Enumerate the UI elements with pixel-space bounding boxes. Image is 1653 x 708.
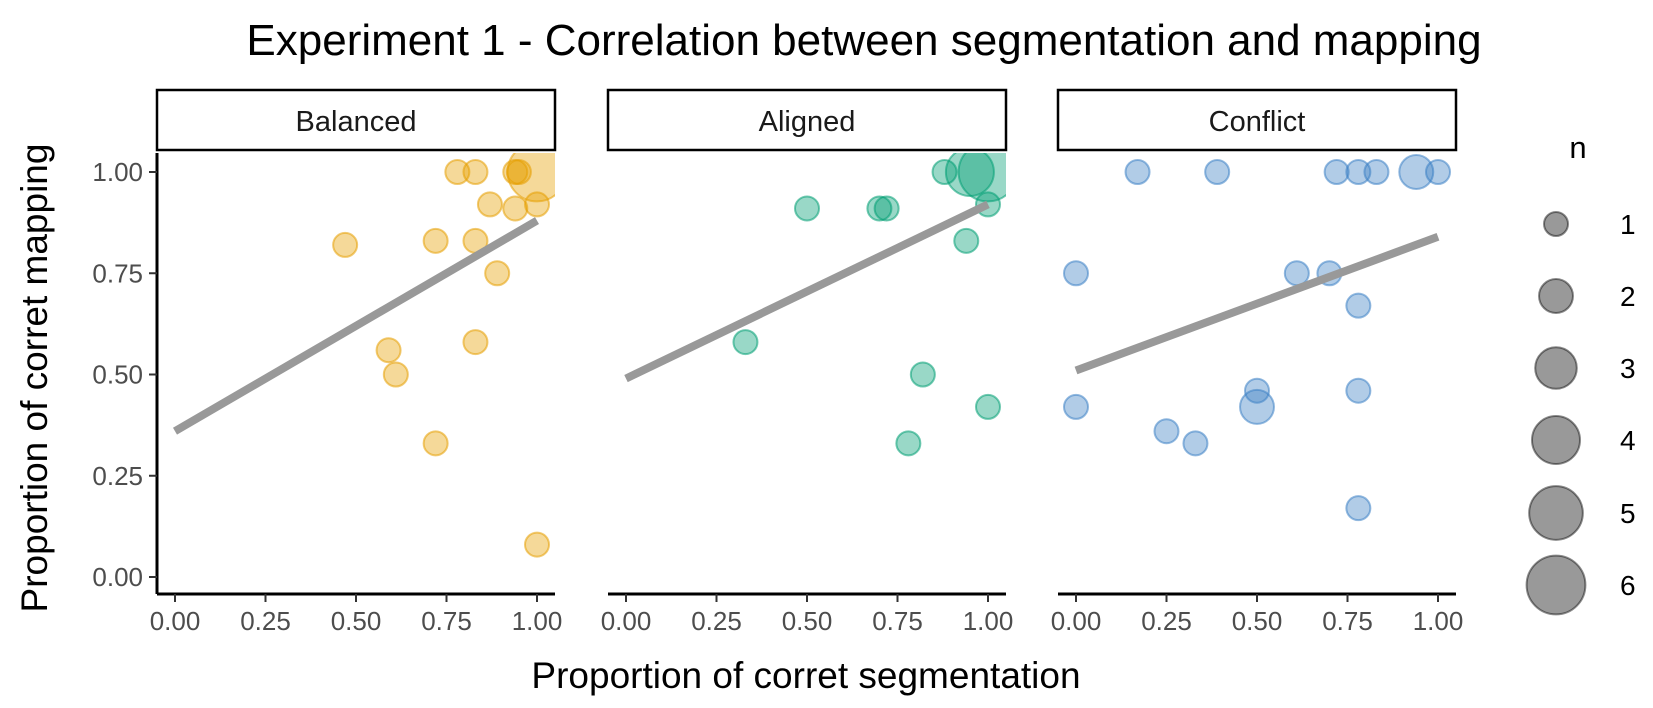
data-point — [462, 159, 489, 185]
data-point — [1345, 159, 1372, 185]
data-point — [502, 195, 529, 222]
y-tick-label: 1.00 — [92, 157, 143, 187]
points — [332, 153, 555, 558]
legend-key-1 — [1543, 211, 1569, 237]
data-point — [1153, 418, 1180, 445]
facet-strip — [155, 88, 557, 152]
facet-label: Balanced — [296, 106, 417, 138]
data-point — [1323, 159, 1350, 185]
facet-strip — [606, 88, 1008, 152]
legend-key-6 — [1525, 554, 1587, 616]
data-point — [476, 191, 503, 218]
data-point — [1063, 260, 1089, 287]
data-point — [957, 153, 1006, 203]
x-tick-label: 0.25 — [240, 606, 291, 636]
facet-strip — [1056, 88, 1458, 152]
data-point — [1345, 377, 1372, 404]
facet-label: Conflict — [1209, 106, 1306, 138]
data-point — [332, 231, 359, 258]
legend-label: 6 — [1620, 570, 1636, 601]
legend-key-3 — [1534, 346, 1578, 390]
legend-label: 1 — [1620, 209, 1636, 240]
panel-balanced: Balanced 0.00 0.25 0.50 0.75 1.00 0.00 0.25 0.50… — [92, 88, 563, 636]
data-point — [1345, 495, 1372, 522]
legend-key-2 — [1538, 278, 1574, 314]
data-point — [873, 195, 900, 222]
data-point — [732, 329, 759, 356]
data-point — [375, 337, 402, 364]
legend-label: 2 — [1620, 281, 1636, 312]
data-point — [1345, 292, 1372, 319]
y-tick-label: 0.75 — [92, 258, 143, 288]
data-point — [524, 191, 550, 218]
legend-label: 3 — [1620, 353, 1636, 384]
data-point — [909, 361, 936, 388]
fit-line — [172, 217, 540, 435]
x-tick-label: 0.00 — [150, 606, 201, 636]
panels: Balanced 0.00 0.25 0.50 0.75 1.00 0.00 0.25 0.50… — [92, 88, 1464, 636]
x-tick-label: 0.75 — [872, 606, 923, 636]
panel-aligned: Aligned 0.00 0.25 0.50 0.75 1.00 — [601, 88, 1014, 636]
legend-label: 4 — [1620, 425, 1636, 456]
data-point — [944, 153, 995, 197]
x-tick-label: 0.25 — [691, 606, 742, 636]
data-point — [1398, 154, 1435, 190]
data-point — [794, 195, 820, 222]
data-point — [524, 531, 550, 558]
data-point — [866, 195, 893, 222]
x-tick-label: 0.50 — [782, 606, 833, 636]
data-point — [1124, 159, 1151, 185]
points — [732, 153, 1006, 457]
chart-title: Experiment 1 - Correlation between segme… — [246, 16, 1481, 65]
legend-key-5 — [1528, 485, 1584, 541]
y-axis-label: Proportion of corret mapping — [14, 144, 55, 613]
data-point — [1363, 159, 1390, 185]
data-point — [1182, 430, 1209, 457]
size-legend: n 1 2 3 4 5 6 — [1525, 130, 1636, 616]
data-point — [505, 159, 532, 185]
data-point — [484, 260, 511, 287]
x-tick-label: 0.50 — [1232, 606, 1283, 636]
data-point — [1063, 393, 1089, 420]
facet-label: Aligned — [759, 106, 856, 138]
fit-line — [1074, 233, 1440, 375]
x-tick-label: 1.00 — [512, 606, 563, 636]
x-tick-label: 0.75 — [421, 606, 472, 636]
data-point — [953, 227, 980, 254]
data-point — [1244, 377, 1270, 404]
x-tick-label: 1.00 — [1413, 606, 1464, 636]
legend-title: n — [1569, 130, 1586, 165]
data-point — [1425, 159, 1451, 185]
x-tick-label: 0.00 — [601, 606, 652, 636]
y-tick-label: 0.00 — [92, 562, 143, 592]
data-point — [462, 329, 489, 356]
x-tick-label: 0.00 — [1051, 606, 1102, 636]
legend-label: 5 — [1620, 498, 1636, 529]
x-tick-label: 0.25 — [1141, 606, 1192, 636]
data-point — [975, 393, 1001, 420]
x-tick-label: 1.00 — [963, 606, 1014, 636]
x-tick-label: 0.50 — [331, 606, 382, 636]
legend-key-4 — [1531, 415, 1581, 465]
x-axis-label: Proportion of corret segmentation — [531, 655, 1080, 696]
panel-conflict: Conflict 0.00 0.25 0.50 0.75 1.00 — [1051, 88, 1464, 636]
points — [1063, 154, 1451, 522]
x-tick-label: 0.75 — [1322, 606, 1373, 636]
data-point — [1204, 159, 1231, 185]
data-point — [422, 430, 449, 457]
data-point — [931, 159, 958, 185]
data-point — [422, 227, 449, 254]
data-point — [895, 430, 922, 457]
y-tick-label: 0.25 — [92, 461, 143, 491]
y-tick-label: 0.50 — [92, 360, 143, 390]
fit-line — [624, 200, 990, 383]
data-point — [382, 361, 409, 388]
data-point — [444, 159, 471, 185]
